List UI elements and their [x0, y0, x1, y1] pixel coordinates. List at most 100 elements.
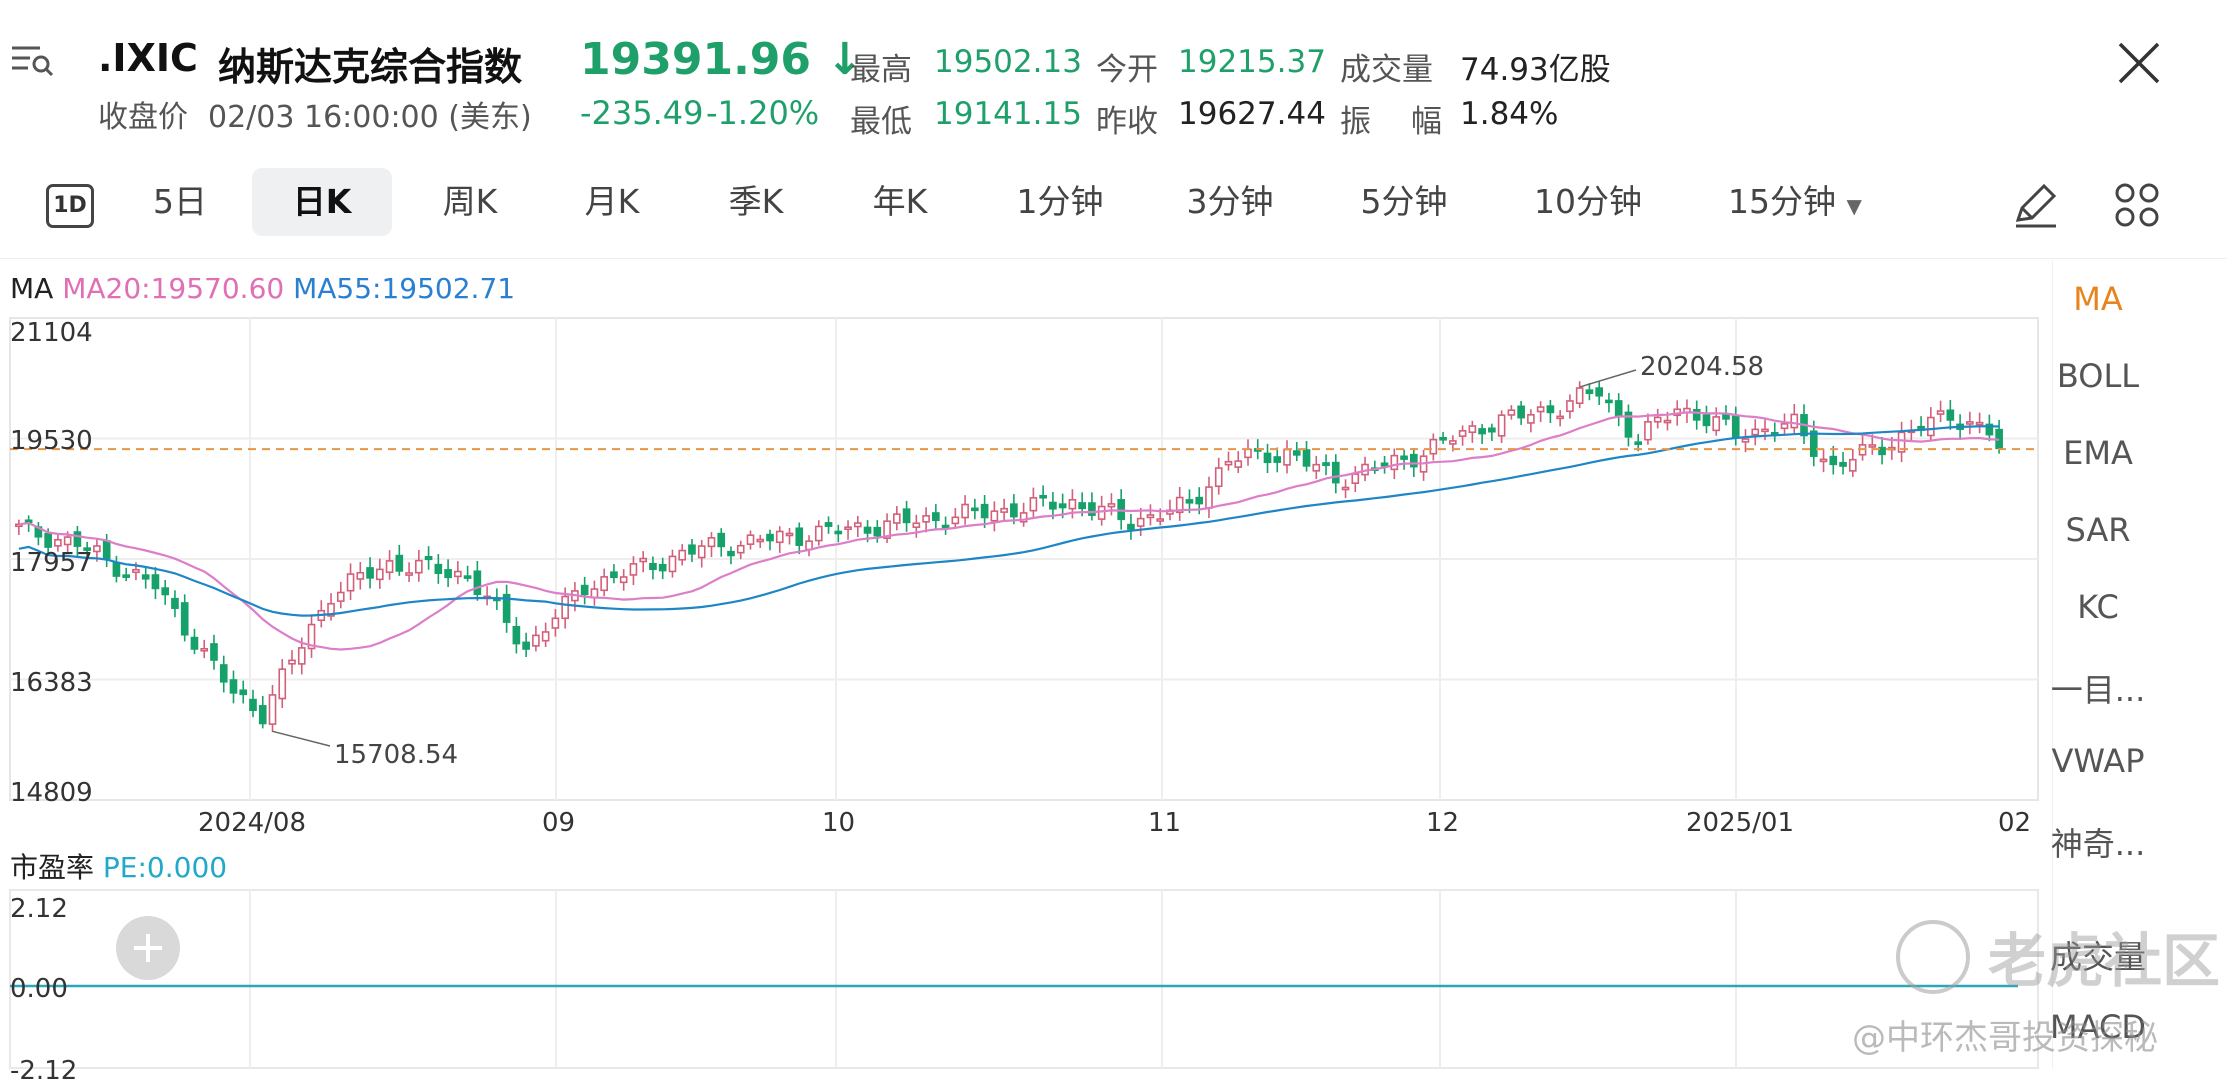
candle-body	[580, 584, 589, 596]
candle-body	[405, 572, 413, 576]
candle-body	[1214, 467, 1223, 488]
candle-body	[1312, 463, 1321, 472]
menu-search-icon[interactable]	[10, 40, 54, 80]
candle-body	[327, 602, 335, 617]
x-tick-nov: 11	[1148, 808, 1182, 838]
candle-body	[922, 515, 930, 523]
tab-1min[interactable]: 1分钟	[1016, 182, 1104, 221]
candle-body	[1819, 458, 1828, 463]
candle-body	[1019, 512, 1028, 523]
candle-body	[961, 503, 969, 519]
tab-15min[interactable]: 15分钟 ▼	[1720, 168, 1870, 236]
tab-divider	[0, 258, 2227, 259]
open-label: 今开	[1096, 52, 1158, 88]
candle-body	[1946, 409, 1955, 421]
candle-body	[415, 559, 423, 574]
candle-body	[1302, 449, 1311, 467]
candle-body	[688, 544, 696, 555]
candle-body	[151, 574, 160, 590]
tab-year-k[interactable]: 年K	[872, 182, 928, 221]
pen-icon[interactable]	[2010, 180, 2060, 230]
volume-value: 74.93亿股	[1460, 52, 1611, 88]
candle-body	[1400, 455, 1408, 460]
pe-chart[interactable]	[0, 888, 2050, 1069]
sidebar-item-volume[interactable]: 成交量	[2049, 938, 2146, 976]
y-tick-3: 17957	[10, 548, 93, 578]
sidebar-item-kc[interactable]: KC	[2077, 588, 2119, 626]
candle-body	[1780, 423, 1789, 430]
candle-body	[727, 550, 735, 557]
candle-body	[1010, 503, 1018, 518]
candle-body	[522, 641, 530, 650]
period-1d-badge[interactable]: 1D	[46, 184, 94, 228]
candlestick-chart[interactable]	[0, 300, 2050, 840]
x-tick-feb: 02	[1998, 808, 2032, 838]
arrow-down-icon: ↓	[826, 34, 864, 85]
watermark-author: @中环杰哥投资探秘	[1852, 1018, 2158, 1058]
tab-month-k[interactable]: 月K	[584, 182, 640, 221]
add-icon[interactable]	[116, 916, 180, 980]
sidebar-item-ema[interactable]: EMA	[2063, 434, 2133, 472]
tab-5min[interactable]: 5分钟	[1360, 182, 1448, 221]
tab-week-k[interactable]: 周K	[442, 182, 498, 221]
candle-body	[112, 562, 121, 577]
pe-label: 市盈率	[10, 851, 95, 884]
candle-body	[1634, 441, 1643, 445]
candle-body	[1927, 416, 1935, 437]
candle-body	[1449, 440, 1457, 445]
close-icon[interactable]	[2116, 40, 2162, 86]
candle-body	[1195, 496, 1204, 505]
candle-body	[649, 562, 657, 571]
candle-body	[707, 537, 716, 548]
candle-body	[1829, 455, 1838, 466]
price-change-pct: -1.20%	[706, 94, 820, 132]
candle-body	[171, 597, 179, 610]
y-tick-2: 19530	[10, 426, 93, 456]
candle-body	[83, 547, 91, 551]
sidebar-item-ma[interactable]: MA	[2073, 280, 2123, 318]
candle-body	[375, 568, 384, 581]
index-name: 纳斯达克综合指数	[218, 45, 523, 89]
candle-body	[1741, 438, 1750, 443]
low-value: 19141.15	[934, 96, 1082, 132]
candle-body	[1410, 453, 1418, 468]
candle-body	[1614, 400, 1623, 417]
tab-quarter-k[interactable]: 季K	[728, 182, 784, 221]
sidebar-item-macd[interactable]: MACD	[2050, 1008, 2146, 1046]
candle-body	[1585, 389, 1594, 394]
candle-body	[1058, 503, 1067, 509]
candle-body	[1536, 406, 1545, 413]
tab-10min[interactable]: 10分钟	[1534, 182, 1642, 221]
candle-body	[1566, 400, 1574, 413]
pe-tick-top: 2.12	[10, 894, 68, 924]
candle-body	[444, 569, 452, 579]
candle-body	[1702, 414, 1711, 427]
candle-body	[502, 593, 511, 623]
sidebar-item-vwap[interactable]: VWAP	[2051, 742, 2145, 780]
candle-body	[590, 588, 599, 599]
candle-body	[54, 538, 62, 547]
grid-icon[interactable]	[2114, 182, 2160, 228]
candle-body	[1136, 517, 1145, 527]
candle-body	[902, 508, 911, 524]
sidebar-item-magic[interactable]: 神奇...	[2050, 825, 2146, 863]
candle-body	[424, 556, 433, 561]
candle-body	[1351, 473, 1360, 484]
candle-body	[610, 571, 618, 579]
tab-3min[interactable]: 3分钟	[1186, 182, 1274, 221]
caret-down-icon: ▼	[1846, 194, 1862, 218]
sidebar-item-sar[interactable]: SAR	[2065, 511, 2131, 549]
candle-body	[288, 659, 296, 665]
sidebar-item-boll[interactable]: BOLL	[2056, 357, 2140, 395]
candle-body	[1439, 436, 1447, 441]
x-tick-dec: 12	[1426, 808, 1460, 838]
sidebar-item-ichimoku[interactable]: 一目...	[2050, 671, 2146, 709]
candle-body	[658, 563, 667, 572]
candle-body	[980, 503, 989, 519]
candle-body	[1478, 428, 1486, 435]
candle-body	[785, 532, 794, 537]
tab-5d[interactable]: 5日	[153, 182, 207, 221]
pe-tick-bottom: -2.12	[10, 1056, 78, 1086]
tab-day-k[interactable]: 日K	[252, 168, 392, 236]
annotation-low-leader	[271, 730, 331, 747]
